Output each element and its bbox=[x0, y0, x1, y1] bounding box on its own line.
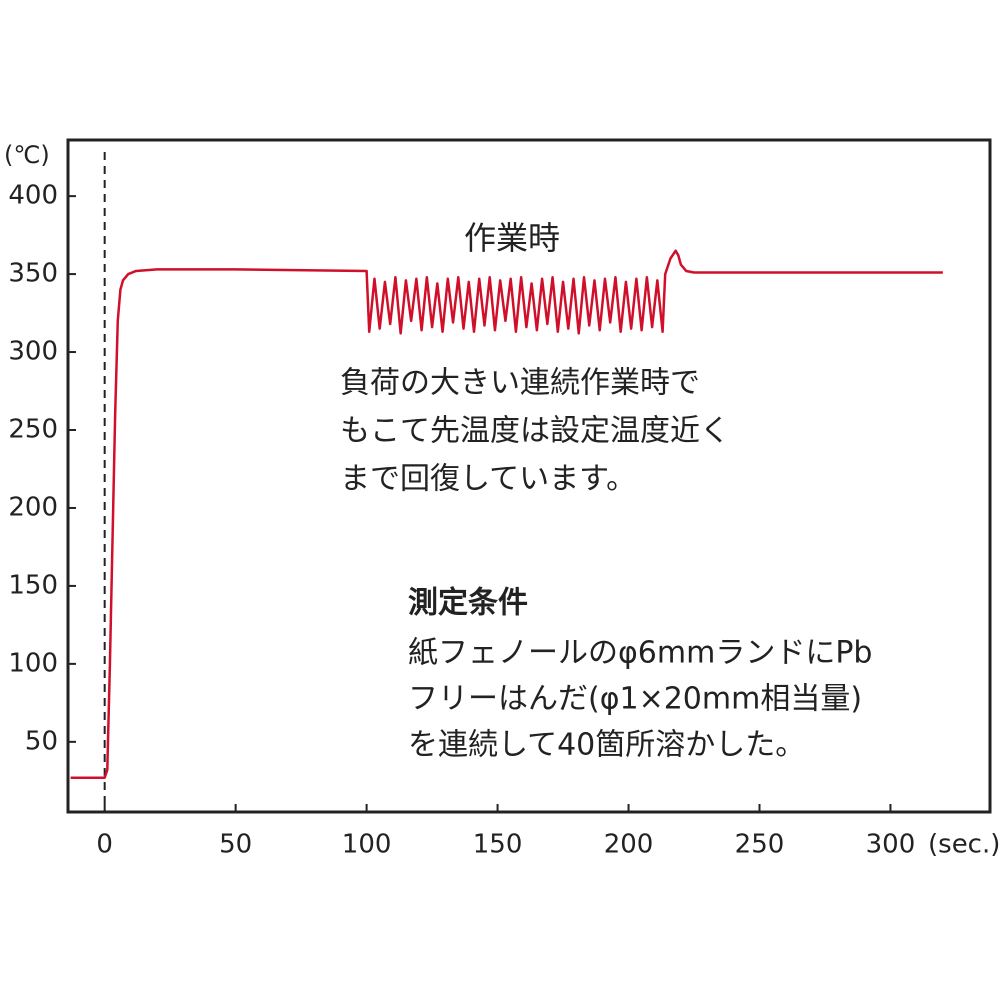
conditions-line: フリーはんだ(φ1×20mm相当量) bbox=[408, 682, 862, 717]
note-line: まで回復しています。 bbox=[340, 462, 636, 497]
y-tick-label: 50 bbox=[25, 726, 58, 756]
y-tick-label: 300 bbox=[8, 337, 58, 367]
y-tick-label: 150 bbox=[8, 570, 58, 600]
x-tick-label: 100 bbox=[342, 830, 392, 860]
x-tick-label: 300 bbox=[866, 830, 916, 860]
note-line: もこて先温度は設定温度近く bbox=[340, 414, 730, 449]
x-unit: (sec.) bbox=[928, 830, 1000, 860]
annotation-label: 作業時 bbox=[464, 219, 560, 257]
x-tick-label: 0 bbox=[96, 830, 113, 860]
y-tick-label: 200 bbox=[8, 492, 58, 522]
y-tick-label: 250 bbox=[8, 415, 58, 445]
x-tick-label: 200 bbox=[604, 830, 654, 860]
y-tick-label: 350 bbox=[8, 259, 58, 289]
x-tick-label: 50 bbox=[219, 830, 252, 860]
conditions-title: 測定条件 bbox=[408, 586, 528, 621]
x-tick-label: 150 bbox=[473, 830, 523, 860]
y-tick-label: 400 bbox=[8, 181, 58, 211]
conditions-line: を連続して40箇所溶かした。 bbox=[408, 728, 805, 763]
x-tick-label: 250 bbox=[735, 830, 785, 860]
temperature-line bbox=[70, 249, 943, 779]
plot-frame bbox=[66, 138, 992, 814]
y-unit: (℃) bbox=[4, 141, 50, 169]
note-line: 負荷の大きい連続作業時で bbox=[340, 366, 700, 401]
y-tick-label: 100 bbox=[8, 648, 58, 678]
conditions-line: 紙フェノールのφ6mmランドにPb bbox=[408, 636, 872, 671]
